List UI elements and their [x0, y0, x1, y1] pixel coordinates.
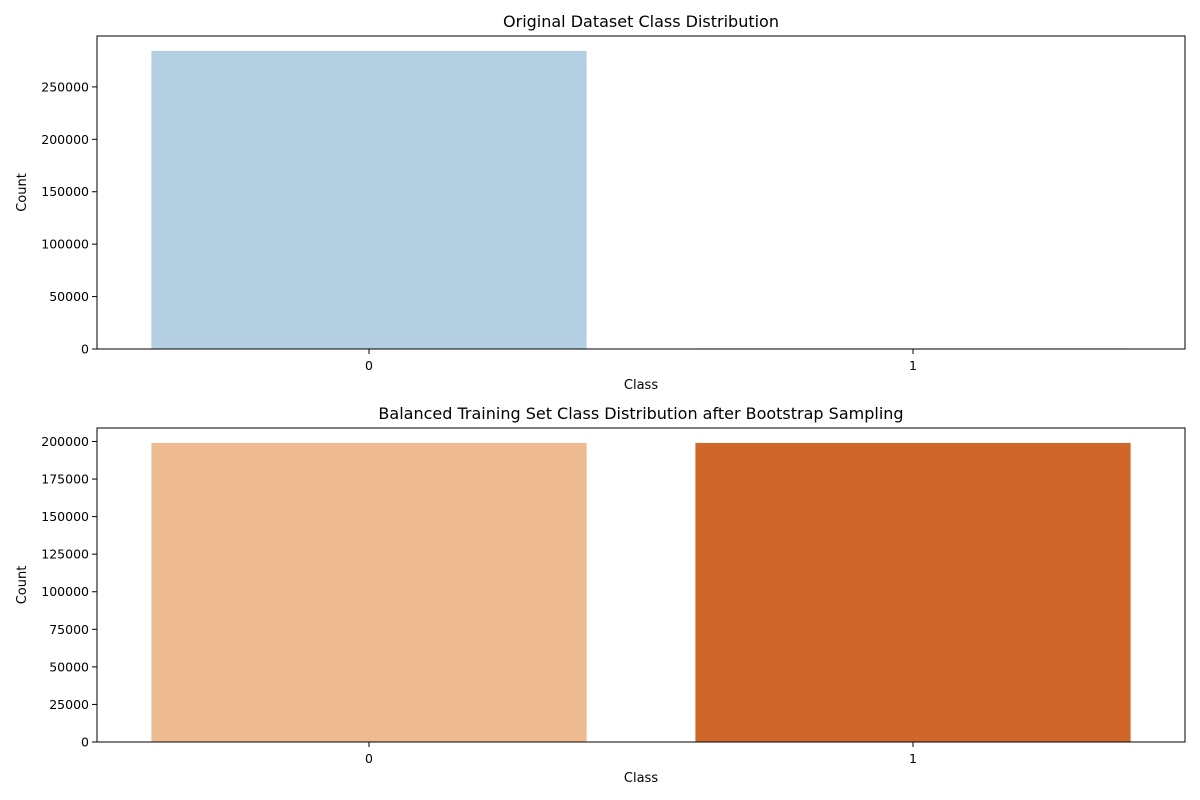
- chart-title: Original Dataset Class Distribution: [503, 12, 779, 31]
- y-tick-label: 250000: [41, 79, 89, 94]
- y-axis-label: Count: [15, 566, 30, 605]
- x-tick-label: 0: [365, 751, 373, 766]
- y-tick-label: 150000: [41, 509, 89, 524]
- x-tick-label: 1: [909, 751, 917, 766]
- y-axis-label: Count: [15, 173, 30, 212]
- y-ticks: 0 25000 50000 75000 100000 125000 150000 175000…: [41, 434, 97, 750]
- x-tick-label: 0: [365, 358, 373, 373]
- y-tick-label: 100000: [41, 584, 89, 599]
- y-tick-label: 0: [81, 735, 89, 750]
- y-tick-label: 125000: [41, 547, 89, 562]
- y-tick-label: 175000: [41, 472, 89, 487]
- bars: [151, 50, 1131, 349]
- x-axis-label: Class: [624, 378, 658, 393]
- y-ticks: 0 50000 100000 150000 200000 250000: [41, 79, 97, 357]
- y-tick-label: 50000: [49, 289, 89, 304]
- y-tick-label: 75000: [49, 622, 89, 637]
- x-axis-label: Class: [624, 771, 658, 786]
- y-tick-label: 0: [81, 342, 89, 357]
- y-tick-label: 25000: [49, 697, 89, 712]
- bar-class-0: [151, 50, 587, 349]
- bars: [151, 442, 1131, 742]
- y-tick-label: 200000: [41, 434, 89, 449]
- x-tick-label: 1: [909, 358, 917, 373]
- y-tick-label: 50000: [49, 659, 89, 674]
- plot-frame: [96, 427, 1186, 743]
- chart-balanced-distribution: Balanced Training Set Class Distribution…: [15, 404, 1186, 786]
- y-tick-label: 150000: [41, 184, 89, 199]
- y-tick-label: 100000: [41, 237, 89, 252]
- chart-title: Balanced Training Set Class Distribution…: [378, 404, 903, 423]
- chart-original-distribution: Original Dataset Class Distribution 0 500…: [15, 12, 1186, 393]
- bar-class-0: [151, 442, 587, 742]
- y-tick-label: 200000: [41, 132, 89, 147]
- bar-class-1: [695, 442, 1131, 742]
- plot-frame: [96, 35, 1186, 350]
